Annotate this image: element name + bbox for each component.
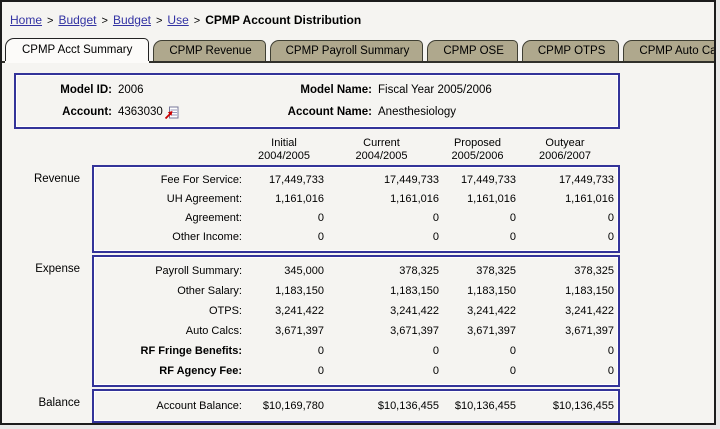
row-label: RF Agency Fee: — [159, 365, 242, 377]
model-name-value: Fiscal Year 2005/2006 — [378, 84, 492, 96]
row-label: Auto Calcs: — [185, 325, 242, 337]
row-label: Agreement: — [185, 212, 242, 224]
cell-value: 378,325 — [399, 265, 439, 277]
cell-value: 3,671,397 — [390, 325, 439, 337]
model-info-panel: Model ID: 2006 Model Name: Fiscal Year 2… — [14, 73, 620, 129]
cell-value: 0 — [607, 231, 614, 243]
tab-cpmp-ose[interactable]: CPMP OSE — [427, 40, 518, 61]
account-label: Account: — [62, 106, 112, 118]
cell-value: 1,183,150 — [275, 285, 324, 297]
column-header-initial: Initial 2004/2005 — [258, 137, 310, 162]
tab-bar: CPMP Acct Summary CPMP Revenue CPMP Payr… — [2, 38, 714, 63]
cell-value: 0 — [509, 231, 516, 243]
model-name-label: Model Name: — [300, 84, 372, 96]
model-id-label: Model ID: — [60, 84, 112, 96]
page-content: Model ID: 2006 Model Name: Fiscal Year 2… — [2, 63, 714, 423]
breadcrumb-link-budget-1[interactable]: Budget — [58, 13, 97, 27]
cell-value: 1,183,150 — [467, 285, 516, 297]
row-label: Fee For Service: — [160, 174, 242, 186]
cell-value: 17,449,733 — [268, 174, 324, 186]
tab-cpmp-otps[interactable]: CPMP OTPS — [521, 40, 620, 61]
cell-value: 0 — [432, 345, 439, 357]
cell-value: 1,161,016 — [565, 193, 614, 205]
row-label: Other Salary: — [177, 285, 242, 297]
row-label: UH Agreement: — [166, 193, 242, 205]
breadcrumb-link-use[interactable]: Use — [167, 13, 189, 27]
balance-table: Account Balance: $10,169,780 $10,136,455… — [92, 389, 620, 423]
expense-section: Expense Payroll Summary: 345,000 378,325… — [14, 255, 714, 387]
balance-section: Balance Account Balance: $10,169,780 $10… — [14, 389, 714, 423]
column-headers: Initial 2004/2005 Current 2004/2005 Propos… — [244, 137, 714, 163]
cell-value: 17,449,733 — [558, 174, 614, 186]
cell-value: $10,136,455 — [377, 400, 439, 412]
revenue-section-label: Revenue — [33, 173, 80, 185]
account-value: 4363030 — [118, 102, 278, 122]
cell-value: 0 — [317, 365, 324, 377]
cell-value: 0 — [432, 365, 439, 377]
account-name-value: Anesthesiology — [378, 106, 456, 118]
cell-value: 0 — [509, 212, 516, 224]
revenue-table: Fee For Service: 17,449,733 17,449,733 1… — [92, 165, 620, 253]
cell-value: 0 — [509, 365, 516, 377]
row-label: Other Income: — [172, 231, 242, 243]
cell-value: 3,671,397 — [275, 325, 324, 337]
cell-value: 1,183,150 — [565, 285, 614, 297]
tab-cpmp-acct-summary[interactable]: CPMP Acct Summary — [5, 38, 150, 61]
cell-value: 0 — [317, 345, 324, 357]
cell-value: 378,325 — [574, 265, 614, 277]
breadcrumb-separator: > — [101, 15, 108, 27]
row-label: Payroll Summary: — [155, 265, 242, 277]
row-label: OTPS: — [208, 305, 242, 317]
revenue-section: Revenue Fee For Service: 17,449,733 17,4… — [14, 165, 714, 253]
cell-value: $10,169,780 — [262, 400, 324, 412]
column-header-proposed: Proposed 2005/2006 — [451, 137, 504, 162]
breadcrumb-link-home[interactable]: Home — [10, 13, 43, 27]
cell-value: 3,671,397 — [565, 325, 614, 337]
cell-value: 0 — [432, 212, 439, 224]
expense-table: Payroll Summary: 345,000 378,325 378,325… — [92, 255, 620, 387]
cell-value: 3,671,397 — [467, 325, 516, 337]
cell-value: 1,183,150 — [390, 285, 439, 297]
cell-value: 17,449,733 — [383, 174, 439, 186]
breadcrumb-separator: > — [47, 15, 54, 27]
tab-cpmp-revenue[interactable]: CPMP Revenue — [153, 40, 266, 61]
breadcrumb-separator: > — [193, 15, 201, 27]
breadcrumb-separator: > — [155, 15, 163, 27]
transfer-drilldown-icon[interactable] — [164, 106, 179, 119]
cell-value: 3,241,422 — [390, 305, 439, 317]
expense-section-label: Expense — [35, 263, 80, 275]
row-label: Account Balance: — [156, 400, 242, 412]
model-id-value: 2006 — [118, 84, 144, 96]
breadcrumb-link-budget-2[interactable]: Budget — [112, 13, 151, 27]
page-title: CPMP Account Distribution — [205, 13, 362, 27]
cell-value: 3,241,422 — [467, 305, 516, 317]
cell-value: 1,161,016 — [275, 193, 324, 205]
cell-value: 0 — [317, 231, 324, 243]
account-number: 4363030 — [118, 106, 163, 118]
cell-value: 378,325 — [476, 265, 516, 277]
balance-section-label: Balance — [38, 397, 80, 409]
row-label: RF Fringe Benefits: — [140, 345, 242, 357]
cell-value: $10,136,455 — [552, 400, 614, 412]
cell-value: 0 — [317, 212, 324, 224]
account-name-label: Account Name: — [287, 106, 372, 118]
cell-value: 0 — [509, 345, 516, 357]
tab-cpmp-payroll-summary[interactable]: CPMP Payroll Summary — [269, 40, 424, 61]
cell-value: 0 — [607, 365, 614, 377]
cell-value: 1,161,016 — [390, 193, 439, 205]
column-header-outyear: Outyear 2006/2007 — [539, 137, 591, 162]
cell-value: 1,161,016 — [467, 193, 516, 205]
cell-value: 0 — [607, 212, 614, 224]
cell-value: $10,136,455 — [454, 400, 516, 412]
cell-value: 345,000 — [284, 265, 324, 277]
cell-value: 17,449,733 — [460, 174, 516, 186]
column-header-current: Current 2004/2005 — [355, 137, 408, 162]
tab-cpmp-auto-calc[interactable]: CPMP Auto Calc — [623, 40, 714, 61]
cell-value: 0 — [432, 231, 439, 243]
cell-value: 3,241,422 — [275, 305, 324, 317]
cell-value: 3,241,422 — [565, 305, 614, 317]
cell-value: 0 — [607, 345, 614, 357]
breadcrumb: Home > Budget > Budget > Use > CPMP Account Dist… — [2, 2, 714, 34]
